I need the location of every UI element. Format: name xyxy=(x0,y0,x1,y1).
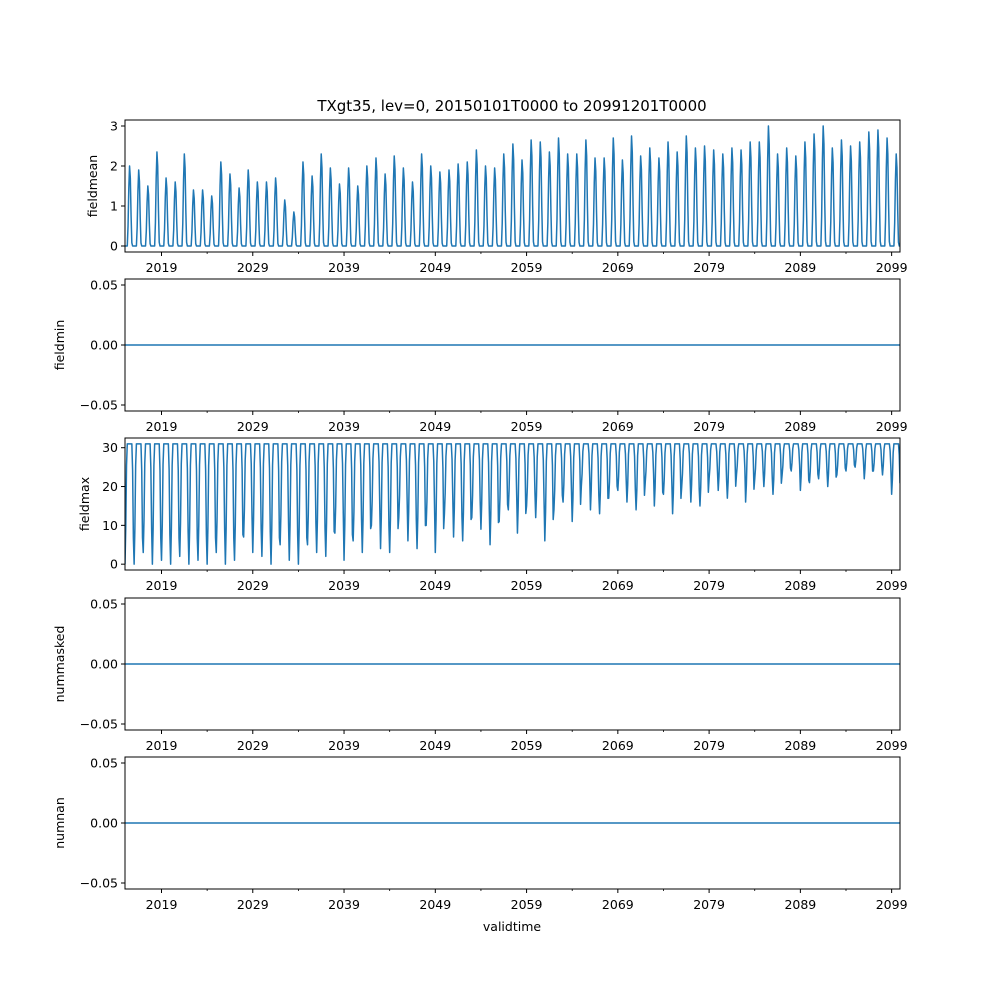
x-tick-label: 2069 xyxy=(602,897,634,912)
y-tick-label: 0.00 xyxy=(90,338,118,353)
x-axis-label: validtime xyxy=(483,919,541,934)
y-tick-label: 0.05 xyxy=(90,597,118,612)
x-tick-label: 2029 xyxy=(237,419,269,434)
x-tick-label: 2089 xyxy=(784,419,816,434)
y-tick-label: −0.05 xyxy=(80,717,118,732)
x-tick-label: 2019 xyxy=(146,897,178,912)
x-tick-label: 2059 xyxy=(511,419,543,434)
x-tick-label: 2059 xyxy=(511,897,543,912)
x-tick-label: 2059 xyxy=(511,578,543,593)
numnan-y-axis-label: numnan xyxy=(52,797,67,849)
x-tick-label: 2089 xyxy=(784,738,816,753)
fieldmean-series-line xyxy=(125,125,900,247)
fieldmin-y-axis-label: fieldmin xyxy=(52,320,67,371)
x-tick-label: 2019 xyxy=(146,578,178,593)
x-tick-label: 2099 xyxy=(876,738,908,753)
x-tick-label: 2049 xyxy=(419,419,451,434)
figure-title: TXgt35, lev=0, 20150101T0000 to 20991201… xyxy=(316,97,706,115)
fieldmean-panel: 0 1 2 3 2019 2029 2039 2049 2059 2069 2079 2089 2099… xyxy=(85,119,908,276)
x-tick-label: 2079 xyxy=(693,419,725,434)
x-tick-label: 2079 xyxy=(693,897,725,912)
y-tick-label: −0.05 xyxy=(80,876,118,891)
x-tick-label: 2079 xyxy=(693,738,725,753)
x-tick-label: 2019 xyxy=(146,260,178,275)
panels: 0 1 2 3 2019 2029 2039 2049 2059 2069 2079 2089 2099… xyxy=(52,119,908,913)
fieldmax-panel: 0 10 20 30 2019 2029 2039 2049 2059 2069 2079 2089 2… xyxy=(77,437,908,593)
x-tick-label: 2059 xyxy=(511,260,543,275)
nummasked-y-axis-label: nummasked xyxy=(52,626,67,703)
x-tick-label: 2049 xyxy=(419,897,451,912)
y-tick-label: 0.05 xyxy=(90,756,118,771)
fieldmean-axes-frame xyxy=(124,119,901,253)
x-tick-label: 2059 xyxy=(511,738,543,753)
x-tick-label: 2039 xyxy=(328,578,360,593)
x-tick-label: 2099 xyxy=(876,260,908,275)
x-tick-label: 2039 xyxy=(328,260,360,275)
x-tick-label: 2099 xyxy=(876,897,908,912)
nummasked-panel: −0.05 0.00 0.05 2019 2029 2039 2049 2059 2069 207… xyxy=(52,597,908,754)
y-tick-label: 2 xyxy=(110,159,118,174)
y-tick-label: 3 xyxy=(110,119,118,134)
x-tick-label: 2079 xyxy=(693,260,725,275)
y-tick-label: 0.00 xyxy=(90,657,118,672)
x-tick-label: 2099 xyxy=(876,419,908,434)
x-tick-label: 2069 xyxy=(602,419,634,434)
y-tick-label: 0.05 xyxy=(90,278,118,293)
y-tick-label: 20 xyxy=(102,479,118,494)
x-tick-label: 2099 xyxy=(876,578,908,593)
x-tick-label: 2039 xyxy=(328,419,360,434)
x-tick-label: 2069 xyxy=(602,738,634,753)
x-tick-label: 2069 xyxy=(602,260,634,275)
y-tick-label: 0 xyxy=(110,239,118,254)
x-tick-label: 2039 xyxy=(328,897,360,912)
fieldmin-panel: −0.05 0.00 0.05 2019 2029 2039 2049 2059 2069 207… xyxy=(52,278,908,435)
x-tick-label: 2029 xyxy=(237,578,269,593)
x-tick-label: 2029 xyxy=(237,738,269,753)
x-tick-label: 2019 xyxy=(146,738,178,753)
x-tick-label: 2029 xyxy=(237,260,269,275)
x-tick-label: 2049 xyxy=(419,738,451,753)
numnan-panel: −0.05 0.00 0.05 2019 2029 2039 2049 2059 2069 207… xyxy=(52,756,908,913)
x-tick-label: 2049 xyxy=(419,578,451,593)
x-tick-label: 2039 xyxy=(328,738,360,753)
x-tick-label: 2079 xyxy=(693,578,725,593)
fieldmax-axes-frame xyxy=(124,437,901,571)
fieldmean-y-axis-label: fieldmean xyxy=(85,155,100,217)
y-tick-label: 1 xyxy=(110,199,118,214)
x-tick-label: 2019 xyxy=(146,419,178,434)
y-tick-label: 30 xyxy=(102,440,118,455)
y-tick-label: 10 xyxy=(102,518,118,533)
y-tick-label: −0.05 xyxy=(80,398,118,413)
y-tick-label: 0 xyxy=(110,557,118,572)
x-tick-label: 2029 xyxy=(237,897,269,912)
x-tick-label: 2089 xyxy=(784,260,816,275)
x-tick-label: 2069 xyxy=(602,578,634,593)
x-tick-label: 2089 xyxy=(784,578,816,593)
x-tick-label: 2089 xyxy=(784,897,816,912)
fieldmax-series-line xyxy=(125,443,900,565)
x-tick-label: 2049 xyxy=(419,260,451,275)
fieldmax-y-axis-label: fieldmax xyxy=(77,477,92,531)
y-tick-label: 0.00 xyxy=(90,816,118,831)
